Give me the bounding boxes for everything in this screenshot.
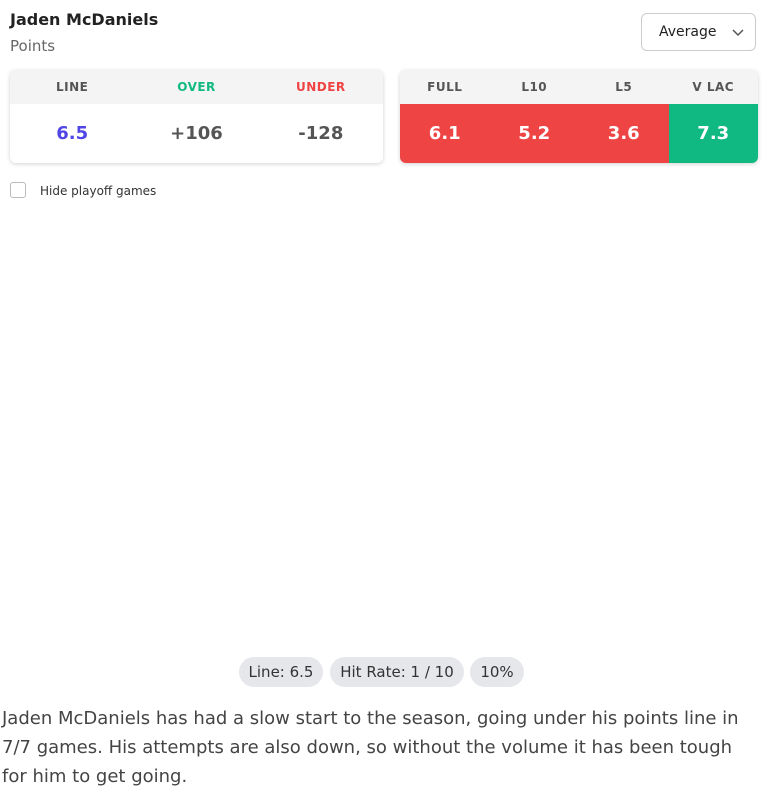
chart <box>0 0 771 650</box>
value-cell: +106 <box>170 123 223 144</box>
description: Jaden McDaniels has had a slow start to … <box>2 708 739 787</box>
header-cell: LINE <box>10 70 135 104</box>
header-cell: L10 <box>489 70 579 104</box>
header-cell: UNDER <box>258 70 383 104</box>
line-card: LINE OVER UNDER 6.5 +106 -128 <box>10 70 383 163</box>
split-value: 7.3 <box>668 104 758 163</box>
player-name: Jaden McDaniels <box>10 10 159 29</box>
chip: Hit Rate: 1 / 10 <box>330 657 464 687</box>
header-cell: OVER <box>134 70 259 104</box>
splits-card: FULL L10 L5 V LAC 6.1 5.2 3.6 7.3 <box>400 70 758 163</box>
chevron: 0510152005/135DEN05/152BOS05/1619DAL10/2… <box>732 29 744 37</box>
chip: Line: 6.5 <box>239 657 323 687</box>
dropdown[interactable]: Average 0510152005/135DEN05/152BOS05/161… <box>641 13 756 51</box>
value-cell: 6.5 <box>56 123 89 144</box>
split-value: 3.6 <box>579 104 669 163</box>
header-cell: FULL <box>400 70 490 104</box>
header-cell: V LAC <box>668 70 758 104</box>
dropdown-label: Average <box>659 24 717 40</box>
split-value: 6.1 <box>400 104 490 163</box>
stat-label: Points <box>10 37 56 55</box>
header-cell: L5 <box>579 70 669 104</box>
checkbox[interactable] <box>10 182 26 198</box>
split-value: 5.2 <box>489 104 579 163</box>
value-cell: -128 <box>298 123 344 144</box>
chip: 10% <box>470 657 524 687</box>
checkbox-label: Hide playoff games <box>40 184 157 198</box>
